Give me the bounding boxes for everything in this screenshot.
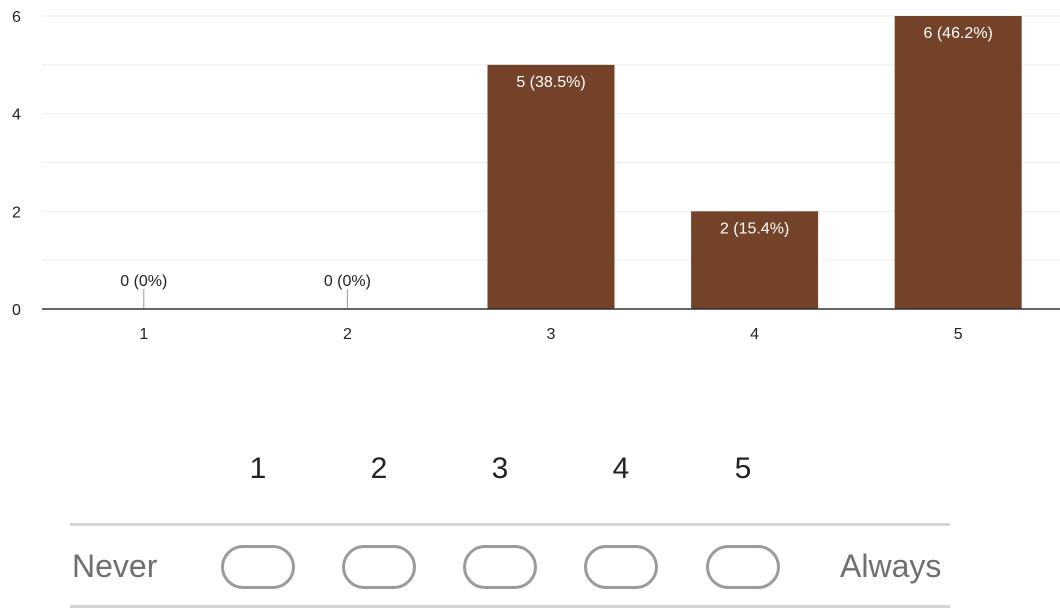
data-label: 0 (0%): [120, 273, 167, 290]
y-tick-label: 0: [12, 302, 21, 319]
scale-number-1: 1: [249, 452, 267, 485]
scale-number-2: 2: [370, 452, 388, 485]
data-label: 6 (46.2%): [924, 25, 993, 42]
y-tick-label: 6: [12, 9, 21, 26]
data-label: 2 (15.4%): [720, 220, 789, 237]
y-tick-label: 4: [12, 107, 21, 124]
bar-chart: 0 2 4 6 0 (0%) 1 0 (0%) 2 5 (38.5%) 3 2 (15.4%) 4 6 …: [12, 9, 1060, 343]
data-label: 5 (38.5%): [516, 74, 585, 91]
bar: [894, 16, 1022, 309]
scale-option-1[interactable]: [221, 545, 295, 589]
scale-option-2[interactable]: [342, 545, 416, 589]
x-tick-label: 2: [343, 326, 352, 343]
scale-right-label: Always: [840, 548, 942, 584]
x-tick-label: 4: [750, 326, 759, 343]
bar: [487, 64, 615, 309]
x-tick-label: 5: [954, 326, 963, 343]
x-tick-label: 3: [547, 326, 556, 343]
scale-number-5: 5: [734, 452, 752, 485]
x-tick-label: 1: [139, 326, 148, 343]
scale-left-label: Never: [72, 548, 158, 584]
data-label: 0 (0%): [324, 273, 371, 290]
scale-top-divider: [70, 523, 950, 526]
scale-bottom-divider: [70, 605, 950, 608]
scale-number-4: 4: [612, 452, 630, 485]
scale-option-5[interactable]: [706, 545, 780, 589]
scale-option-3[interactable]: [463, 545, 537, 589]
y-tick-label: 2: [12, 204, 21, 221]
scale-number-3: 3: [491, 452, 509, 485]
likert-scale: 1 2 3 4 5 Never Always: [0, 430, 1060, 609]
scale-option-4[interactable]: [584, 545, 658, 589]
bar: [691, 211, 819, 309]
